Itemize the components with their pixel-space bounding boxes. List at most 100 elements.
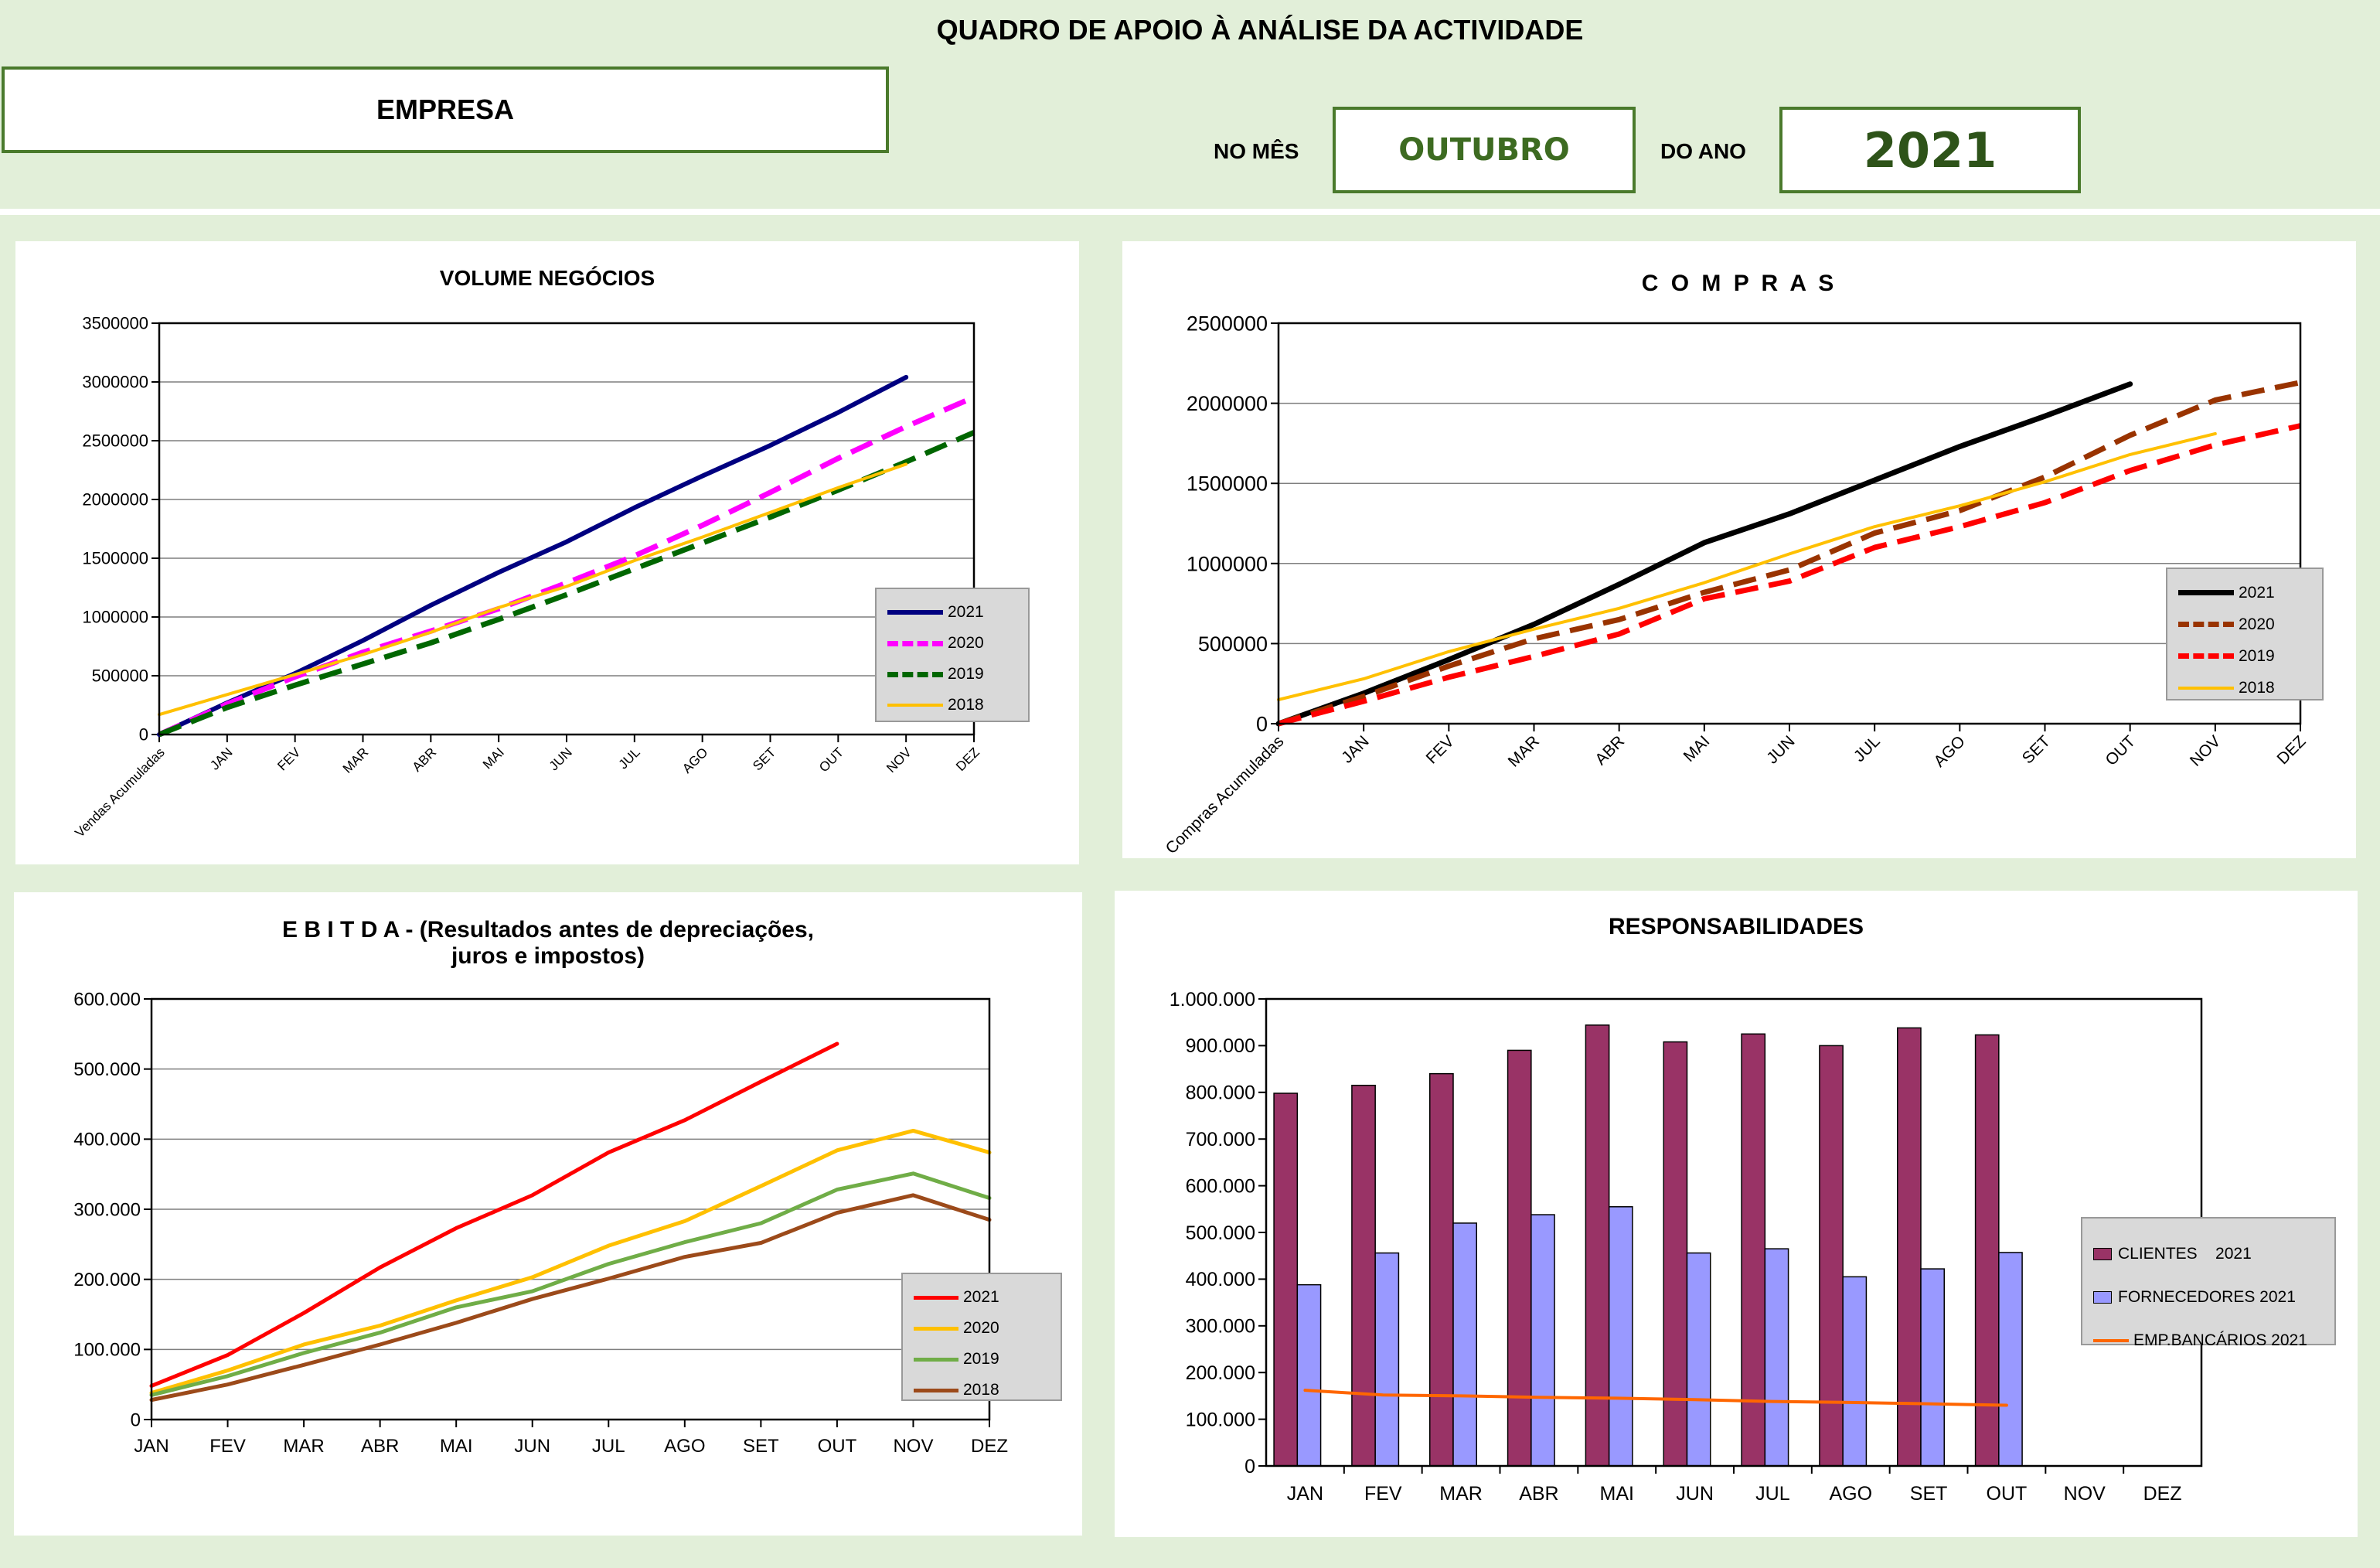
legend-swatch xyxy=(2093,1291,2112,1304)
x-tick-label: JUL xyxy=(592,1436,625,1457)
page-title: QUADRO DE APOIO À ANÁLISE DA ACTIVIDADE xyxy=(936,14,1584,46)
series-line-2018 xyxy=(1277,431,2217,701)
header-divider xyxy=(0,209,2380,215)
y-tick-label: 100.000 xyxy=(73,1340,141,1361)
compras-panel: C O M P R A S 0 500000 1000000 1500000 20000… xyxy=(1122,241,2356,858)
bar-fornecedores-2021 xyxy=(1374,1252,1400,1467)
series-line-2018 xyxy=(158,462,908,717)
y-tick-label: 700.000 xyxy=(1186,1129,1255,1150)
legend-label: 2018 xyxy=(2239,678,2275,697)
chart-title: E B I T D A - (Resultados antes de depre… xyxy=(282,917,814,943)
x-tick-label: NOV xyxy=(2187,732,2225,770)
y-tick-label: 500000 xyxy=(92,666,148,686)
y-tick-label: 0 xyxy=(131,1409,141,1430)
y-tick-label: 2000000 xyxy=(82,490,148,510)
legend-item: 2018 xyxy=(914,1375,999,1406)
bar-fornecedores-2021 xyxy=(1452,1222,1477,1467)
legend-item: EMP.BANCÁRIOS 2021 xyxy=(2093,1319,2307,1362)
x-tick-label: MAI xyxy=(440,1436,473,1457)
x-tick-label: JAN xyxy=(1338,732,1372,766)
month-field[interactable]: OUTUBRO xyxy=(1333,107,1636,193)
series-line-emp-banc-rios-2021 xyxy=(1303,1389,2008,1407)
y-tick-label: 1500000 xyxy=(1187,472,1268,496)
x-tick-label: NOV xyxy=(884,744,915,775)
year-label: DO ANO xyxy=(1660,139,1746,163)
y-tick-label: 300.000 xyxy=(73,1199,141,1220)
legend-swatch xyxy=(2178,590,2234,595)
responsabilidades-panel: RESPONSABILIDADES 0 100.000 200.000 300.000… xyxy=(1115,891,2358,1537)
legend-item: 2020 xyxy=(887,628,984,659)
plot-area xyxy=(158,322,975,736)
legend-label: 2019 xyxy=(963,1350,999,1368)
bar-fornecedores-2021 xyxy=(1608,1206,1633,1467)
volume-negocios-panel: VOLUME NEGÓCIOS 0 500000 1000000 1500000 200… xyxy=(15,241,1079,864)
legend-swatch xyxy=(2178,622,2234,627)
month-label: NO MÊS xyxy=(1214,139,1299,163)
bar-clientes-2021 xyxy=(1974,1034,2000,1467)
x-tick-label: ABR xyxy=(1592,732,1628,769)
bar-fornecedores-2021 xyxy=(1530,1214,1555,1467)
legend-item: 2021 xyxy=(887,597,984,628)
plot-area xyxy=(1277,322,2302,725)
year-field[interactable]: 2021 xyxy=(1779,107,2081,193)
x-tick-label: MAR xyxy=(1439,1483,1483,1505)
x-tick-label: NOV xyxy=(2064,1483,2106,1505)
x-tick-label: JUN xyxy=(1676,1483,1714,1505)
legend-label: 2019 xyxy=(2239,646,2275,665)
legend-item: CLIENTES 2021 xyxy=(2093,1232,2252,1276)
bar-clientes-2021 xyxy=(1351,1084,1376,1467)
x-tick-label: Vendas Acumuladas xyxy=(72,745,168,840)
bar-fornecedores-2021 xyxy=(1920,1268,1945,1467)
y-tick-label: 0 xyxy=(1256,712,1268,735)
ebitda-panel: E B I T D A - (Resultados antes de depre… xyxy=(14,892,1082,1536)
x-tick-label: JUN xyxy=(546,745,575,774)
series-line-2019 xyxy=(1278,423,2301,727)
x-tick-label: SET xyxy=(743,1436,779,1457)
legend-swatch xyxy=(2178,686,2234,690)
y-tick-label: 1.000.000 xyxy=(1170,989,1255,1011)
x-tick-label: MAI xyxy=(1600,1483,1634,1505)
legend-swatch xyxy=(887,671,943,677)
legend-swatch xyxy=(2093,1248,2112,1260)
x-tick-label: JAN xyxy=(207,745,236,773)
y-tick-label: 800.000 xyxy=(1186,1082,1255,1104)
chart-title: VOLUME NEGÓCIOS xyxy=(439,266,655,290)
x-tick-label: OUT xyxy=(815,744,846,775)
responsabilidades-chart: 0 100.000 200.000 300.000 400.000 500.000 600.… xyxy=(1170,989,2203,1505)
legend-label: 2018 xyxy=(948,696,984,714)
y-tick-label: 3500000 xyxy=(82,314,148,333)
x-tick-label: OUT xyxy=(1987,1483,2028,1505)
legend-item: 2018 xyxy=(2178,672,2275,704)
y-tick-label: 500000 xyxy=(1198,632,1268,656)
x-tick-label: DEZ xyxy=(971,1436,1008,1457)
legend-item: 2020 xyxy=(2178,608,2275,640)
x-tick-label: AGO xyxy=(664,1436,705,1457)
chart-legend: 2021 2020 2019 2018 xyxy=(875,588,1030,722)
company-field[interactable]: EMPRESA xyxy=(2,66,889,153)
y-tick-label: 500.000 xyxy=(73,1059,141,1080)
x-tick-label: Compras Acumuladas xyxy=(1163,732,1288,857)
y-tick-label: 2500000 xyxy=(1187,312,1268,335)
x-tick-label: FEV xyxy=(1364,1483,1402,1505)
bar-fornecedores-2021 xyxy=(1686,1252,1711,1467)
x-tick-label: MAI xyxy=(479,745,507,772)
x-tick-label: JUL xyxy=(1851,732,1884,765)
x-tick-label: AGO xyxy=(1931,732,1969,770)
chart-subtitle: juros e impostos) xyxy=(451,943,645,969)
x-tick-label: JUN xyxy=(1763,732,1798,767)
y-tick-label: 300.000 xyxy=(1186,1316,1255,1338)
x-tick-label: SET xyxy=(1910,1483,1948,1505)
x-tick-label: OUT xyxy=(2103,732,2140,769)
legend-label: 2020 xyxy=(948,634,984,652)
bar-fornecedores-2021 xyxy=(1296,1283,1322,1467)
legend-item: 2019 xyxy=(914,1344,999,1375)
chart-title: RESPONSABILIDADES xyxy=(1608,914,1864,939)
y-tick-label: 400.000 xyxy=(1186,1269,1255,1290)
x-tick-label: JUL xyxy=(615,745,643,772)
legend-label: CLIENTES 2021 xyxy=(2118,1245,2252,1263)
legend-swatch xyxy=(887,610,943,615)
x-tick-label: JAN xyxy=(1287,1483,1323,1505)
legend-swatch xyxy=(887,704,943,707)
legend-label: 2019 xyxy=(948,665,984,683)
x-tick-label: JUL xyxy=(1755,1483,1790,1505)
